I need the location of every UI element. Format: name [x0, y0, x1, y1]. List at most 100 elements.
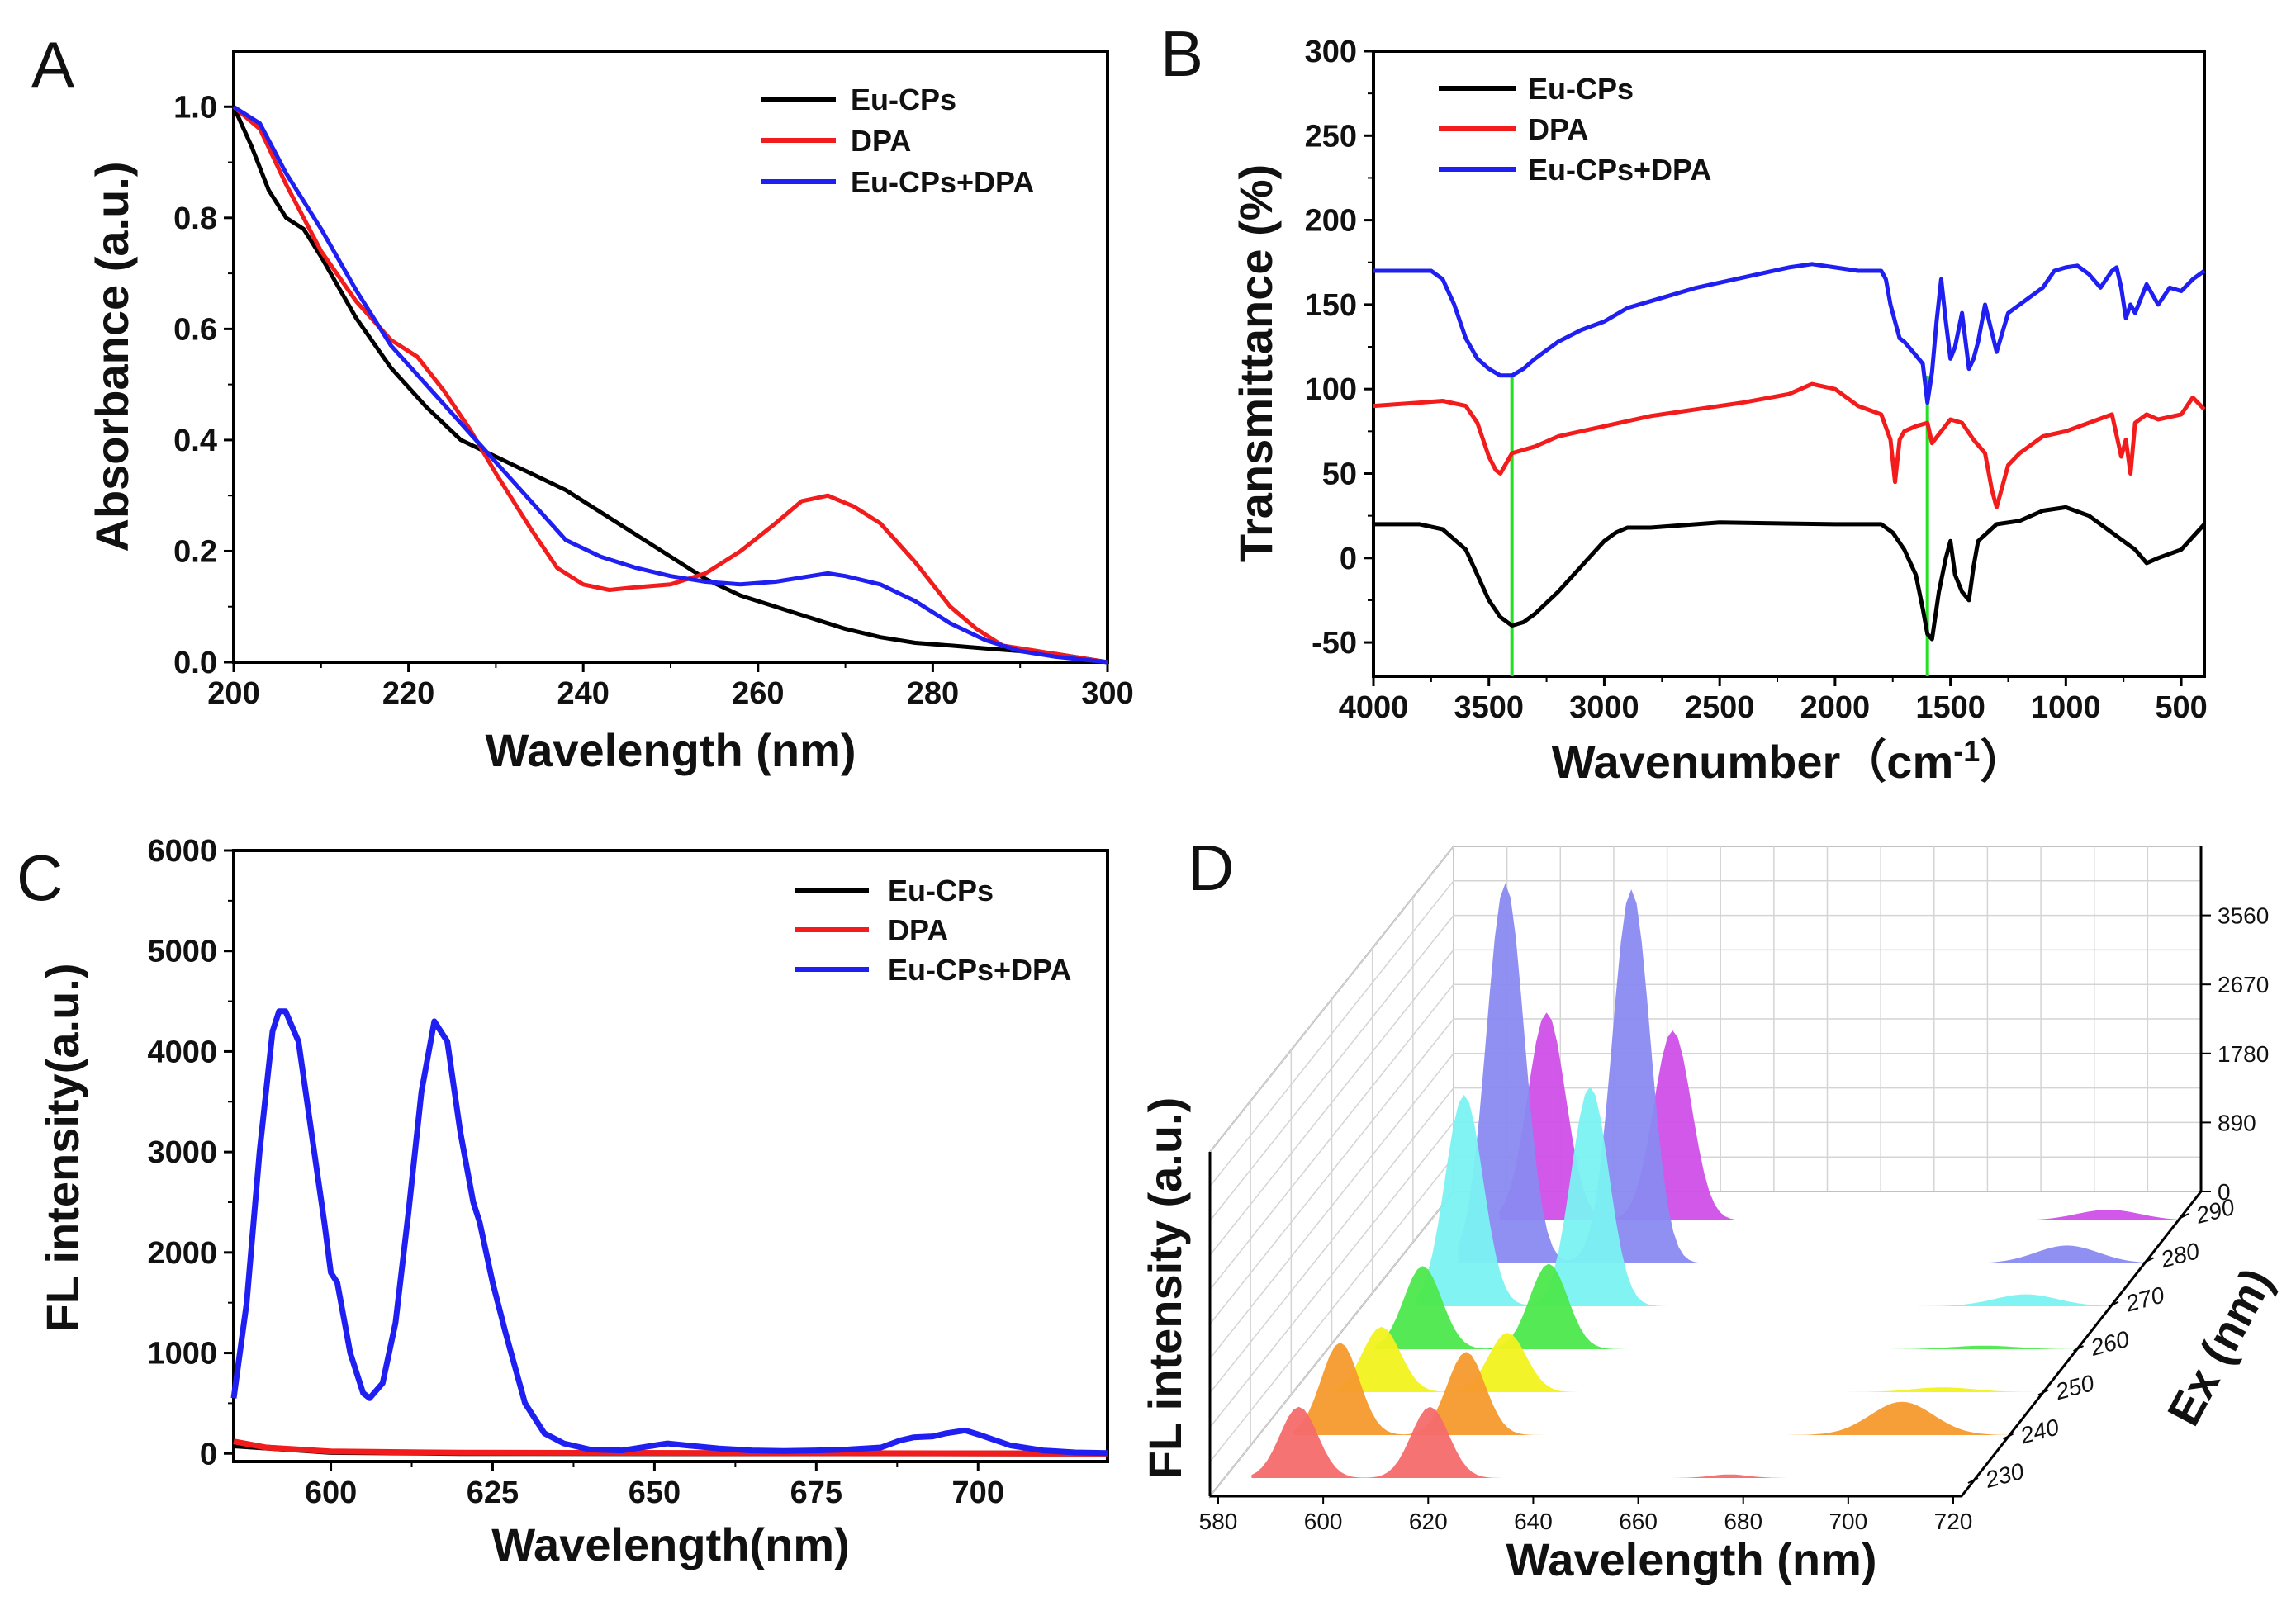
d-extick-label-3: 260 — [2087, 1326, 2132, 1361]
d-xtick-label-3: 640 — [1514, 1509, 1553, 1534]
c-ytick-label-0: 0 — [200, 1437, 217, 1471]
b-xtick-label-1: 3500 — [1454, 690, 1524, 725]
y-axis-label-b: Transmittance (%) — [1230, 164, 1282, 562]
panel-b: B 4000 3500 3000 2500 2000 1500 1000 500 -50 0 50 1… — [1160, 17, 2208, 788]
b-ytick-label-7: 300 — [1305, 35, 1357, 69]
y-axis-label-c: FL intensity(a.u.) — [36, 964, 88, 1333]
panel-c: C 600 625 650 675 70001000200030004000500060… — [17, 834, 1109, 1570]
y-axis-label-d: FL intensity (a.u.) — [1139, 1097, 1191, 1480]
legend-a: Eu-CPs DPA Eu-CPs+DPA — [761, 83, 1034, 199]
ticks-c: 600 625 650 675 700 0 1000 2000 3000 4000 5000 6000 — [147, 834, 1004, 1510]
b-ytick-label-0: -50 — [1312, 626, 1357, 661]
plot-frame-c — [232, 849, 1109, 1463]
legend-label-b-0: Eu-CPs — [1528, 72, 1634, 106]
ticks-a: 200 220 240 260 280 300 0.0 0.2 0.4 0.6 0.8 1.0 — [173, 90, 1134, 711]
d-ztick-label-1: 890 — [2218, 1110, 2256, 1135]
d-ztick-label-2: 1780 — [2218, 1041, 2269, 1067]
b-series-1 — [1373, 381, 2206, 509]
d-ribbon-240 — [1293, 1342, 2007, 1435]
a-ytick-label-5: 1.0 — [173, 90, 217, 125]
d-extick-1 — [2003, 1433, 2014, 1440]
x-axis-label-a: Wavelength (nm) — [485, 724, 856, 776]
a-xtick-label-2: 240 — [557, 676, 609, 711]
legend-label-a-2: Eu-CPs+DPA — [851, 165, 1034, 199]
legend-label-c-2: Eu-CPs+DPA — [888, 953, 1071, 987]
a-ytick-label-0: 0.0 — [173, 646, 217, 680]
d-ribbon-260 — [1375, 1263, 2090, 1349]
ticks-b: 4000 3500 3000 2500 2000 1500 1000 500 -50 0 50 100… — [1305, 35, 2208, 725]
b-xtick-label-3: 2500 — [1685, 690, 1755, 725]
a-series-0 — [231, 106, 1108, 665]
b-xtick-label-0: 4000 — [1339, 690, 1409, 725]
c-xtick-label-4: 700 — [952, 1476, 1004, 1510]
b-xtick-label-5: 1500 — [1915, 690, 1985, 725]
legend-c: Eu-CPs DPA Eu-CPs+DPA — [795, 874, 1071, 987]
plot-frame-b — [1372, 50, 2206, 678]
b-xtick-label-6: 1000 — [2031, 690, 2101, 725]
x-axis-label-d: Wavelength (nm) — [1506, 1533, 1876, 1585]
y-axis-label-a: Absorbance (a.u.) — [86, 162, 138, 552]
d-ztick-label-0: 0 — [2218, 1179, 2231, 1205]
legend-b: Eu-CPs DPA Eu-CPs+DPA — [1439, 72, 1711, 187]
a-xtick-label-3: 260 — [732, 676, 784, 711]
d-xtick-label-0: 580 — [1199, 1509, 1238, 1534]
d-extick-2 — [2037, 1389, 2049, 1396]
d-leftgrid-h-10 — [1209, 1191, 1454, 1497]
d-ribbon-280 — [1458, 883, 2172, 1263]
d-xtick-label-6: 700 — [1829, 1509, 1867, 1534]
panel-label-a: A — [31, 28, 74, 101]
d-extick-5 — [2143, 1257, 2154, 1264]
a-xtick-label-1: 220 — [382, 676, 434, 711]
x-axis-label-b-sup: -1 — [1953, 734, 1980, 768]
d-extick-0 — [1967, 1477, 1979, 1484]
series-c — [230, 1008, 1108, 1457]
c-ytick-label-5: 5000 — [147, 935, 217, 969]
legend-label-b-1: DPA — [1528, 112, 1588, 146]
panel-label-c: C — [17, 841, 63, 914]
d-xtick-label-1: 600 — [1304, 1509, 1343, 1534]
d-ribbon-250 — [1334, 1326, 2048, 1392]
b-xtick-label-2: 3000 — [1569, 690, 1639, 725]
legend-label-c-0: Eu-CPs — [888, 874, 994, 907]
d-extick-label-6: 290 — [2193, 1194, 2238, 1229]
a-ytick-label-1: 0.2 — [173, 534, 217, 569]
c-series-1 — [233, 1438, 1108, 1457]
d-extick-label-2: 250 — [2052, 1370, 2098, 1405]
c-xtick-label-1: 625 — [467, 1476, 519, 1510]
c-ytick-label-2: 2000 — [147, 1236, 217, 1271]
a-ytick-label-2: 0.4 — [173, 424, 217, 458]
b-ytick-label-6: 250 — [1305, 119, 1357, 154]
panel-d: D 580 600 620 640 660 680 700 720 0 890 1780 2670 35… — [1139, 831, 2283, 1585]
series-a — [231, 105, 1108, 665]
a-xtick-label-0: 200 — [207, 676, 259, 711]
b-series-0 — [1373, 505, 2206, 642]
d-xtick-label-7: 720 — [1934, 1509, 1973, 1534]
b-ytick-label-2: 50 — [1322, 457, 1357, 491]
x-axis-label-b-main: Wavenumber（cm — [1552, 736, 1954, 788]
d-extick-label-4: 270 — [2123, 1281, 2168, 1316]
ex-axis-label-d: Ex (nm) — [2157, 1259, 2283, 1433]
c-xtick-label-2: 650 — [629, 1476, 681, 1510]
c-ytick-label-4: 4000 — [147, 1035, 217, 1069]
d-ex-axis — [1960, 1191, 2203, 1497]
legend-label-b-2: Eu-CPs+DPA — [1528, 153, 1711, 187]
legend-label-a-1: DPA — [851, 124, 911, 158]
d-extick-6 — [2178, 1213, 2189, 1220]
a-xtick-label-4: 280 — [907, 676, 959, 711]
d-xtick-label-2: 620 — [1409, 1509, 1448, 1534]
x-axis-label-b: Wavenumber（cm-1） — [1552, 734, 2027, 788]
panel-label-d: D — [1188, 831, 1234, 904]
d-ribbon-270 — [1416, 1086, 2131, 1306]
a-ytick-label-3: 0.6 — [173, 312, 217, 347]
b-ytick-label-5: 200 — [1305, 204, 1357, 239]
d-extick-3 — [2073, 1345, 2084, 1352]
b-ytick-label-3: 100 — [1305, 372, 1357, 407]
plot-frame-a — [232, 50, 1109, 664]
d-extick-label-5: 280 — [2157, 1238, 2203, 1272]
b-xtick-label-4: 2000 — [1800, 690, 1871, 725]
x-axis-label-b-close: ） — [1980, 736, 2026, 788]
d-ribbon-290 — [1499, 1012, 2213, 1220]
c-series-2 — [230, 1008, 1108, 1457]
d-extick-4 — [2108, 1300, 2119, 1308]
